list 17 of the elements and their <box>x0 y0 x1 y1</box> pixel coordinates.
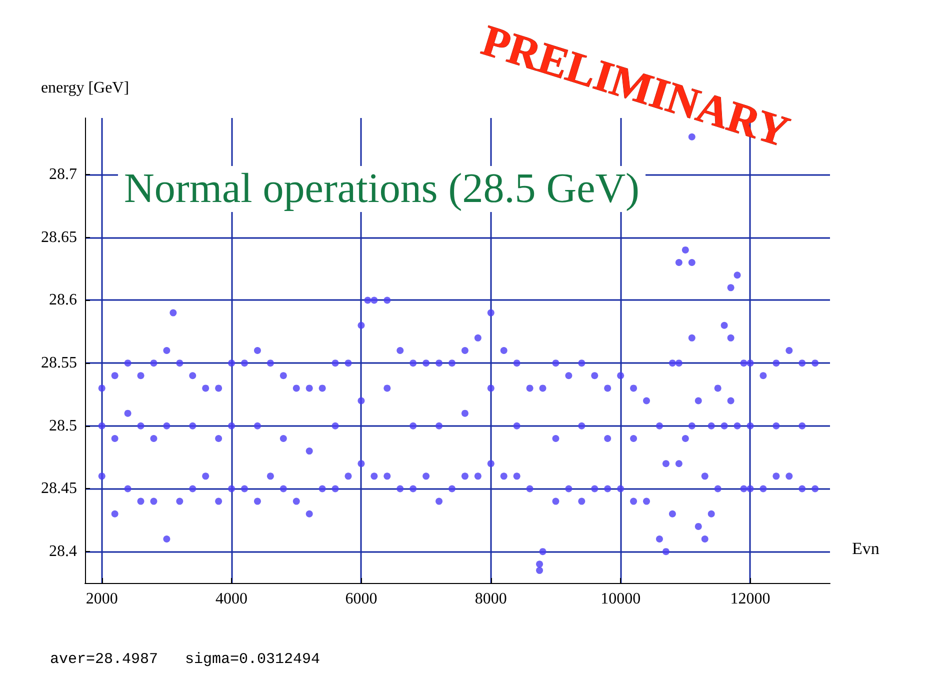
x-tick-label: 6000 <box>345 590 378 608</box>
annotation: Normal operations (28.5 GeV) <box>124 166 640 212</box>
x-tick-label: 12000 <box>730 590 770 608</box>
x-tick-label: 8000 <box>474 590 507 608</box>
y-tick-label: 28.7 <box>49 166 77 184</box>
x-axis-title: Evn <box>852 539 880 558</box>
text: aver=28.4987 sigma=0.0312494 <box>50 651 320 668</box>
y-axis-title: energy [GeV] <box>40 80 130 96</box>
x-tick-label: 2000 <box>86 590 118 608</box>
y-tick-label: 28.6 <box>49 292 77 309</box>
x-tick-label: 4000 <box>216 590 248 608</box>
y-tick-label: 28.55 <box>41 354 77 372</box>
y-tick-label: 28.4 <box>49 543 77 560</box>
y-tick-label: 28.65 <box>41 228 77 246</box>
y-tick-label: 28.45 <box>41 480 77 498</box>
x-tick-label: 10000 <box>600 590 641 608</box>
y-tick-label: 28.5 <box>49 417 77 434</box>
